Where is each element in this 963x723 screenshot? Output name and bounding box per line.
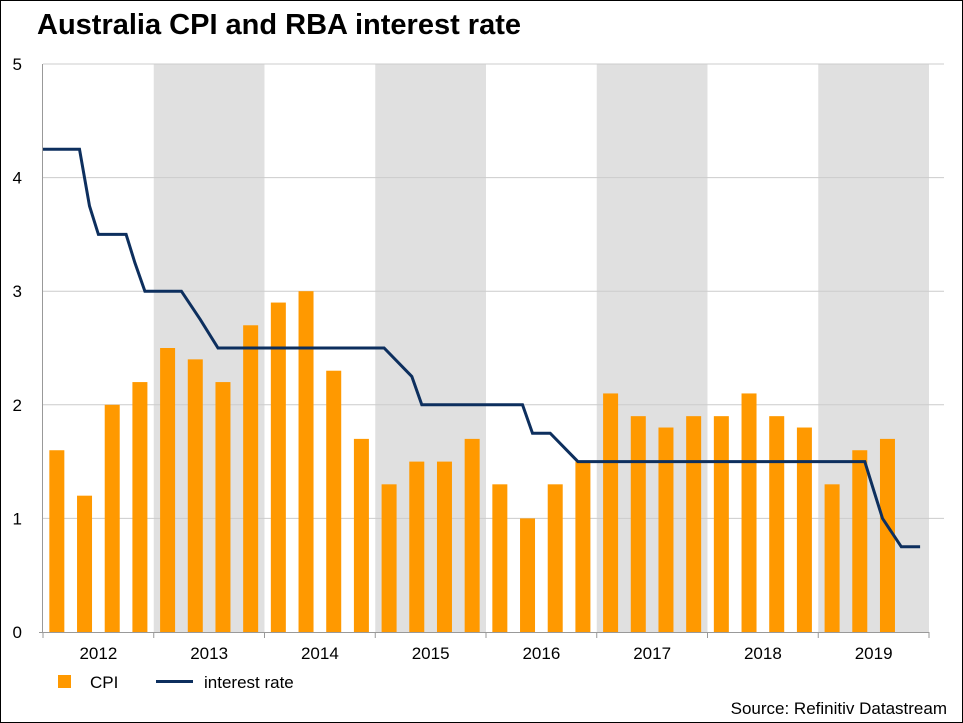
cpi-bar [160,348,176,632]
legend-cpi-swatch [58,675,71,688]
x-tick-label-2015: 2015 [412,644,450,663]
x-tick-label-2018: 2018 [744,644,782,663]
cpi-bar [381,484,397,632]
x-tick-label-2016: 2016 [522,644,560,663]
legend-interest-rate-label: interest rate [204,673,294,692]
x-tick-label-2019: 2019 [855,644,893,663]
y-tick-label-2: 2 [13,396,22,415]
cpi-bar [852,450,868,632]
cpi-bar [464,438,480,632]
cpi-bar [436,461,452,632]
cpi-bar [879,438,895,632]
y-tick-label-3: 3 [13,282,22,301]
cpi-bar [326,370,342,632]
chart-title: Australia CPI and RBA interest rate [37,9,521,41]
cpi-bar [658,427,674,632]
cpi-bar [215,382,231,632]
x-tick-label-2014: 2014 [301,644,339,663]
x-tick-label-2012: 2012 [79,644,117,663]
interest-rate-line [43,147,921,549]
y-tick-label-1: 1 [13,509,22,528]
cpi-bar [741,393,757,632]
x-tick-label-2017: 2017 [633,644,671,663]
axes [39,64,930,638]
y-tick-label-4: 4 [13,169,22,188]
cpi-bar [713,416,729,632]
legend: CPI interest rate [58,673,294,692]
cpi-bar [630,416,646,632]
cpi-bar [492,484,508,632]
cpi-bar [575,461,591,632]
y-tick-labels: 0 1 2 3 4 5 [13,55,22,642]
cpi-bar [547,484,563,632]
cpi-bar [270,302,286,632]
cpi-bar [603,393,619,632]
cpi-bar [796,427,812,632]
cpi-bar [104,404,120,632]
x-tick-label-2013: 2013 [190,644,228,663]
cpi-bar [298,291,314,632]
x-tick-labels: 2012 2013 2014 2015 2016 2017 2018 2019 [79,644,892,663]
cpi-bar [824,484,840,632]
cpi-bar [769,416,785,632]
y-tick-label-5: 5 [13,55,22,74]
cpi-bar [686,416,702,632]
y-tick-label-0: 0 [13,623,22,642]
source-note: Source: Refinitiv Datastream [730,699,947,718]
cpi-bar [353,438,369,632]
cpi-bar [409,461,425,632]
cpi-bar [49,450,65,632]
cpi-bars [49,291,895,632]
cpi-bar [77,495,93,632]
cpi-bar [187,359,203,632]
cpi-bar [243,325,259,632]
cpi-bar [520,518,536,632]
cpi-bar [132,382,148,632]
interest-rate-line-group [43,147,921,549]
legend-cpi-label: CPI [90,673,118,692]
